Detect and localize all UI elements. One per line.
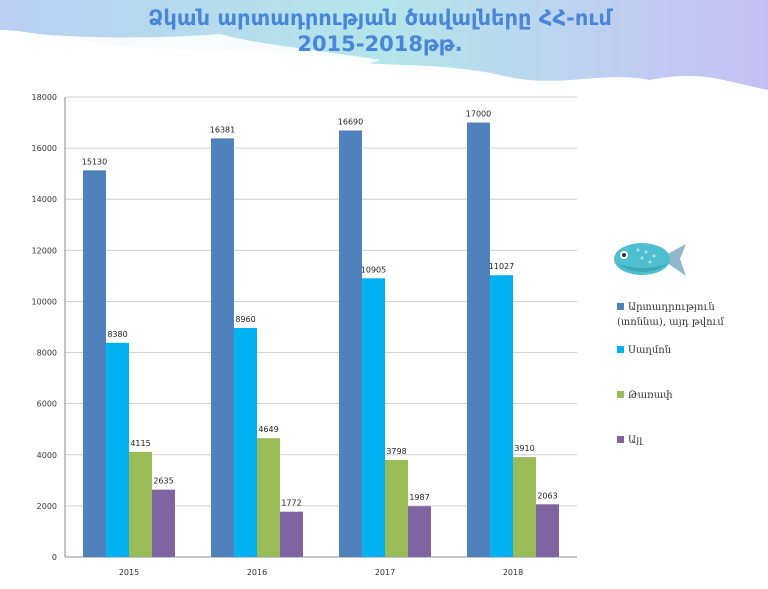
bar bbox=[257, 438, 280, 557]
bar bbox=[339, 130, 362, 557]
data-label: 8960 bbox=[235, 315, 255, 324]
y-tick-label: 4000 bbox=[37, 451, 57, 460]
x-tick-label: 2017 bbox=[375, 568, 395, 577]
legend-swatch bbox=[617, 436, 624, 443]
data-label: 2063 bbox=[537, 491, 557, 500]
legend-item: Արտադրություն (տոննա), այդ թվում bbox=[617, 300, 727, 330]
data-label: 4115 bbox=[130, 439, 150, 448]
bar bbox=[362, 278, 385, 557]
bar bbox=[280, 511, 303, 557]
y-tick-label: 0 bbox=[52, 553, 57, 562]
x-tick-label: 2015 bbox=[119, 568, 139, 577]
data-label: 3798 bbox=[386, 447, 406, 456]
data-label: 17000 bbox=[466, 110, 491, 119]
y-tick-label: 16000 bbox=[32, 144, 57, 153]
bar bbox=[83, 170, 106, 557]
y-tick-label: 14000 bbox=[32, 195, 57, 204]
legend-swatch bbox=[617, 303, 624, 310]
data-label: 4649 bbox=[258, 425, 278, 434]
legend-item: Այլ bbox=[617, 433, 727, 448]
y-tick-label: 6000 bbox=[37, 400, 57, 409]
legend-item: Սաղմոն bbox=[617, 343, 727, 358]
legend-label: Այլ bbox=[628, 435, 643, 446]
legend-label: Արտադրություն (տոննա), այդ թվում bbox=[617, 302, 724, 328]
bar bbox=[211, 138, 234, 557]
data-label: 16381 bbox=[210, 125, 235, 134]
chart-title-line2: 2015-2018թթ. bbox=[297, 32, 463, 56]
bar bbox=[129, 451, 152, 557]
bar bbox=[152, 489, 175, 557]
data-label: 2635 bbox=[153, 477, 173, 486]
brush-banner bbox=[0, 0, 768, 90]
data-label: 8380 bbox=[107, 330, 127, 339]
x-tick-label: 2016 bbox=[247, 568, 267, 577]
bar bbox=[536, 504, 559, 557]
data-label: 11027 bbox=[489, 262, 514, 271]
y-tick-label: 8000 bbox=[37, 349, 57, 358]
legend-swatch bbox=[617, 391, 624, 398]
bar bbox=[408, 506, 431, 557]
data-label: 10905 bbox=[361, 265, 386, 274]
data-label: 15130 bbox=[82, 157, 107, 166]
data-label: 1987 bbox=[409, 493, 429, 502]
data-label: 1772 bbox=[281, 499, 301, 508]
bar bbox=[490, 275, 513, 557]
y-tick-label: 2000 bbox=[37, 502, 57, 511]
legend-swatch bbox=[617, 346, 624, 353]
legend-label: Սաղմոն bbox=[628, 345, 672, 356]
chart-title-line1: Ձկան արտադրության ծավալները ՀՀ-ում bbox=[148, 6, 612, 30]
legend-item: Թառափ bbox=[617, 388, 727, 403]
y-tick-label: 18000 bbox=[32, 93, 57, 102]
x-tick-label: 2018 bbox=[503, 568, 523, 577]
legend-label: Թառափ bbox=[628, 390, 673, 401]
y-tick-label: 12000 bbox=[32, 246, 57, 255]
bar bbox=[385, 459, 408, 557]
bar bbox=[106, 342, 129, 557]
bar bbox=[234, 328, 257, 557]
data-label: 3910 bbox=[514, 444, 534, 453]
data-label: 16690 bbox=[338, 117, 363, 126]
bar bbox=[513, 457, 536, 557]
fish-icon bbox=[614, 243, 686, 276]
bar bbox=[467, 122, 490, 558]
y-tick-label: 10000 bbox=[32, 297, 57, 306]
